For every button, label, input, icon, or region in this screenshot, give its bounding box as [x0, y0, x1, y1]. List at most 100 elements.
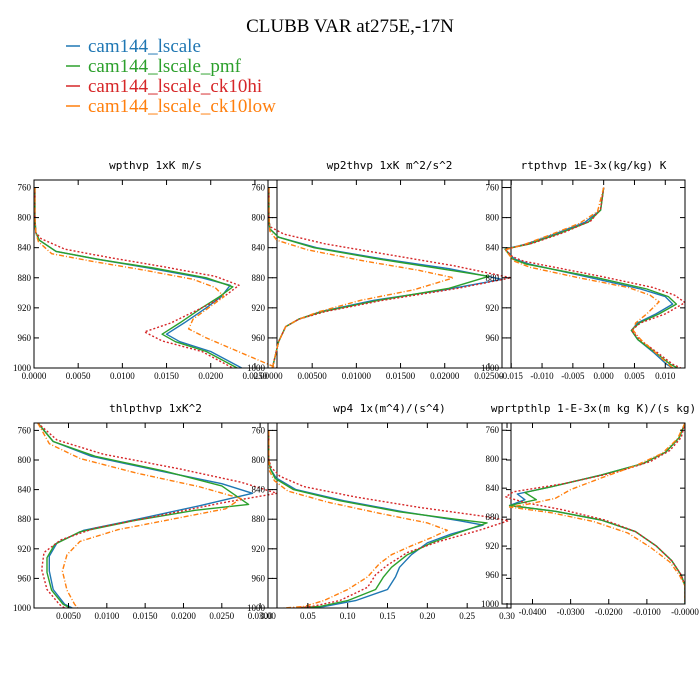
y-tick-label: 760 [486, 183, 500, 193]
y-tick-label: 880 [252, 514, 266, 524]
y-tick-label: 800 [18, 213, 32, 223]
series-line [504, 187, 674, 368]
series-line [37, 423, 250, 608]
y-tick-label: 920 [252, 303, 266, 313]
chart-panel: wp4 1x(m^4)/(s^4)76080084088092096010000… [247, 402, 515, 621]
y-tick-label: 880 [486, 512, 500, 522]
figure-title: CLUBB VAR at275E,-17N [246, 16, 454, 37]
y-tick-label: 840 [486, 483, 500, 493]
series-line [268, 187, 455, 368]
y-tick-label: 960 [486, 333, 500, 343]
plot-frame [267, 179, 512, 369]
y-tick-label: 800 [486, 454, 500, 464]
plot-frame [267, 422, 512, 609]
series-line [34, 187, 243, 368]
x-tick-label: 0.10 [340, 611, 356, 621]
y-tick-label: 920 [486, 541, 500, 551]
x-tick-label: 0.0100 [94, 611, 119, 621]
series-line [37, 423, 254, 608]
y-tick-label: 880 [18, 273, 32, 283]
series-line [268, 187, 511, 368]
x-tick-label: 0.0150 [133, 611, 158, 621]
series-line [268, 187, 503, 368]
x-tick-label: 0.0100 [110, 371, 135, 381]
x-tick-label: -0.015 [500, 371, 524, 381]
y-tick-label: 760 [18, 425, 32, 435]
y-tick-label: 880 [486, 273, 500, 283]
x-tick-label: 0.15 [380, 611, 396, 621]
series-group [504, 187, 685, 368]
y-tick-label: 920 [252, 544, 266, 554]
series-line [505, 423, 685, 604]
y-tick-label: 1000 [247, 363, 266, 373]
y-tick-label: 800 [252, 213, 266, 223]
y-tick-label: 1000 [247, 603, 266, 613]
x-tick-label: -0.0000 [671, 607, 699, 617]
y-tick-label: 1000 [481, 599, 500, 609]
series-line [508, 423, 685, 604]
y-tick-label: 880 [252, 273, 266, 283]
series-line [34, 187, 240, 368]
y-tick-label: 920 [486, 303, 500, 313]
x-tick-label: 0.0050 [66, 371, 91, 381]
series-line [37, 423, 242, 608]
panel-title: wprtpthlp 1-E-3x(m kg K)/(s kg) [491, 402, 696, 415]
x-tick-label: -0.0400 [519, 607, 547, 617]
x-tick-label: 0.005 [624, 371, 645, 381]
chart-panel: thlpthvp 1xK^2 760 800 840 880 920 960 1000 0.00… [13, 402, 278, 621]
series-group [268, 187, 511, 368]
x-tick-label: 0.00500 [298, 371, 328, 381]
plot-frame [501, 179, 686, 369]
x-tick-label: 0.0000 [22, 371, 47, 381]
series-line [504, 187, 674, 368]
x-tick-label: 0.0200 [171, 611, 196, 621]
series-line [268, 187, 490, 368]
chart-panel: wprtpthlp 1-E-3x(m kg K)/(s kg) 760 800 840… [481, 402, 699, 617]
x-tick-label: 0.20 [419, 611, 435, 621]
y-tick-label: 1000 [13, 363, 32, 373]
chart-panel: rtpthvp 1E-3x(kg/kg) K 760 800 840 880 920 960… [481, 159, 686, 381]
x-tick-label: 0.0200 [198, 371, 223, 381]
series-line [37, 423, 277, 608]
y-tick-label: 920 [18, 303, 32, 313]
y-tick-label: 840 [18, 243, 32, 253]
y-tick-label: 960 [18, 333, 32, 343]
y-tick-label: 960 [252, 333, 266, 343]
chart-panel: wp2thvp 1xK m^2/s^2 760 800 840 880 920 960 100… [247, 159, 512, 381]
plot-frame [33, 179, 278, 369]
y-tick-label: 800 [18, 455, 32, 465]
y-tick-label: 960 [18, 573, 32, 583]
series-line [268, 430, 448, 608]
x-tick-label: 0.01000 [342, 371, 372, 381]
y-tick-label: 760 [486, 425, 500, 435]
y-tick-label: 840 [486, 243, 500, 253]
y-tick-label: 800 [252, 455, 266, 465]
x-tick-label: 0.25 [459, 611, 475, 621]
y-tick-label: 1000 [13, 603, 32, 613]
series-group [34, 187, 277, 368]
y-tick-label: 880 [18, 514, 32, 524]
panel-title: wpthvp 1xK m/s [109, 159, 202, 172]
y-tick-label: 840 [252, 243, 266, 253]
y-tick-label: 840 [252, 485, 266, 495]
x-tick-label: 0.000 [594, 371, 615, 381]
x-tick-label: 0.010 [655, 371, 676, 381]
series-line [508, 423, 685, 604]
panel-title: wp4 1x(m^4)/(s^4) [333, 402, 446, 415]
x-tick-label: 0.0050 [56, 611, 81, 621]
x-tick-label: 0.30 [499, 611, 515, 621]
series-group [37, 423, 277, 608]
x-tick-label: 0.0150 [154, 371, 179, 381]
chart-panel: wpthvp 1xK m/s76080084088092096010000.00… [13, 159, 278, 381]
chart-panels: wpthvp 1xK m/s76080084088092096010000.00… [13, 159, 699, 621]
y-tick-label: 760 [252, 183, 266, 193]
y-tick-label: 760 [18, 183, 32, 193]
panel-title: wp2thvp 1xK m^2/s^2 [327, 159, 453, 172]
x-tick-label: -0.010 [530, 371, 554, 381]
legend-label: cam144_lscale [88, 36, 201, 57]
plot-frame [501, 422, 686, 605]
x-tick-label: -0.0300 [557, 607, 585, 617]
panel-title: thlpthvp 1xK^2 [109, 402, 202, 415]
series-line [34, 187, 277, 368]
